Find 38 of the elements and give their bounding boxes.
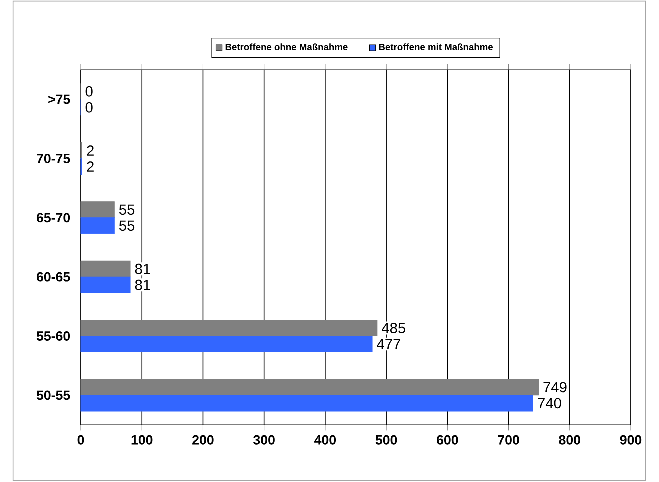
data-label: 2 xyxy=(87,162,94,172)
x-tick-label: 600 xyxy=(437,435,458,445)
bar xyxy=(80,202,115,218)
x-tick-label: 700 xyxy=(498,435,520,445)
data-label: 485 xyxy=(382,323,406,334)
bar xyxy=(80,218,115,234)
y-tick-label: 50-55 xyxy=(36,390,70,400)
legend-label: Betroffene mit Maßnahme xyxy=(379,44,494,50)
y-tick-label: 60-65 xyxy=(36,272,70,282)
data-label: 2 xyxy=(87,146,94,156)
x-tick-label: 200 xyxy=(192,435,214,445)
data-label: 55 xyxy=(119,204,135,216)
data-label: 477 xyxy=(377,339,401,350)
bar xyxy=(80,379,539,396)
y-tick-label: 55-60 xyxy=(36,332,70,341)
y-tick-label: 70-75 xyxy=(37,154,70,164)
data-label: 55 xyxy=(119,220,135,232)
x-tick-label: 800 xyxy=(559,435,580,445)
bar xyxy=(80,395,534,412)
x-tick-label: 500 xyxy=(376,435,398,445)
bar xyxy=(80,336,373,353)
bar xyxy=(80,276,131,294)
data-label: 740 xyxy=(538,398,562,409)
data-label: 81 xyxy=(135,280,150,290)
data-label: 0 xyxy=(86,86,93,97)
x-tick-label: 400 xyxy=(314,435,336,445)
bar xyxy=(80,320,378,337)
legend-label: Betroffene ohne Maßnahme xyxy=(226,44,348,50)
data-label: 749 xyxy=(544,382,567,393)
x-tick-label: 100 xyxy=(132,435,153,445)
x-tick-label: 900 xyxy=(620,435,642,445)
bar xyxy=(80,260,131,278)
x-tick-label: 0 xyxy=(78,435,84,445)
data-label: 0 xyxy=(86,102,93,113)
y-tick-label: >75 xyxy=(48,94,70,104)
x-tick-label: 300 xyxy=(254,435,275,445)
data-label: 81 xyxy=(135,264,150,274)
y-tick-label: 65-70 xyxy=(36,213,70,223)
